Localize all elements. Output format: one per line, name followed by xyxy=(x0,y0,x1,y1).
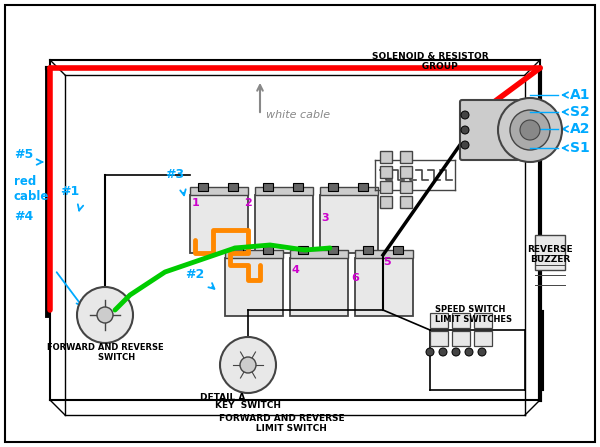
Text: A2: A2 xyxy=(570,122,590,136)
FancyBboxPatch shape xyxy=(460,100,519,160)
Bar xyxy=(298,246,308,254)
Text: DETAIL A: DETAIL A xyxy=(200,393,245,402)
Circle shape xyxy=(452,348,460,356)
Bar xyxy=(233,246,243,254)
Bar xyxy=(263,246,273,254)
Bar xyxy=(255,187,313,195)
Bar xyxy=(452,313,470,328)
Bar xyxy=(363,246,373,254)
Text: REVERSE
BUZZER: REVERSE BUZZER xyxy=(527,245,573,264)
Text: white cable: white cable xyxy=(266,110,330,120)
Bar xyxy=(430,313,448,328)
Text: 1: 1 xyxy=(192,198,200,208)
Circle shape xyxy=(465,348,473,356)
Bar xyxy=(474,313,492,328)
Circle shape xyxy=(520,120,540,140)
Circle shape xyxy=(439,348,447,356)
Bar xyxy=(400,166,412,178)
Bar xyxy=(393,246,403,254)
Bar xyxy=(293,183,303,191)
Text: red
cable: red cable xyxy=(14,175,49,203)
Bar xyxy=(430,331,448,346)
Bar xyxy=(474,331,492,346)
Text: KEY  SWITCH: KEY SWITCH xyxy=(215,401,281,410)
Bar xyxy=(198,183,208,191)
Circle shape xyxy=(461,111,469,119)
Text: 2: 2 xyxy=(244,198,252,208)
Bar xyxy=(355,258,413,316)
Text: 5: 5 xyxy=(383,257,391,267)
Bar xyxy=(328,183,338,191)
Bar xyxy=(358,183,368,191)
Text: 3: 3 xyxy=(321,213,329,223)
Text: #4: #4 xyxy=(14,210,33,223)
Text: SOLENOID & RESISTOR
      GROUP: SOLENOID & RESISTOR GROUP xyxy=(371,52,488,72)
Bar xyxy=(380,151,392,163)
Bar xyxy=(190,187,248,195)
Circle shape xyxy=(240,357,256,373)
Bar xyxy=(400,181,412,193)
Bar xyxy=(228,183,238,191)
Bar xyxy=(255,195,313,253)
Circle shape xyxy=(478,348,486,356)
Bar xyxy=(320,195,378,253)
Text: FORWARD AND REVERSE
        SWITCH: FORWARD AND REVERSE SWITCH xyxy=(47,342,163,362)
Bar xyxy=(328,246,338,254)
Text: 6: 6 xyxy=(351,273,359,283)
Bar xyxy=(380,166,392,178)
Bar xyxy=(190,195,248,253)
Text: FORWARD AND REVERSE
      LIMIT SWITCH: FORWARD AND REVERSE LIMIT SWITCH xyxy=(219,413,345,433)
Bar xyxy=(535,235,565,270)
Bar xyxy=(225,250,283,258)
Circle shape xyxy=(97,307,113,323)
Bar xyxy=(263,183,273,191)
Circle shape xyxy=(426,348,434,356)
Text: 4: 4 xyxy=(291,265,299,275)
Bar xyxy=(355,250,413,258)
Circle shape xyxy=(510,110,550,150)
Bar xyxy=(452,331,470,346)
Bar xyxy=(400,196,412,208)
Text: #1: #1 xyxy=(60,185,79,198)
Text: #2: #2 xyxy=(185,268,205,281)
Text: S2: S2 xyxy=(570,105,590,119)
Text: #3: #3 xyxy=(166,168,185,181)
Text: S1: S1 xyxy=(570,141,590,155)
Bar xyxy=(225,258,283,316)
Circle shape xyxy=(498,98,562,162)
Bar xyxy=(320,187,378,195)
Circle shape xyxy=(461,141,469,149)
Text: A1: A1 xyxy=(570,88,590,102)
Bar xyxy=(380,181,392,193)
Bar xyxy=(380,196,392,208)
Circle shape xyxy=(77,287,133,343)
Bar xyxy=(290,258,348,316)
Circle shape xyxy=(220,337,276,393)
Text: SPEED SWITCH
LIMIT SWITCHES: SPEED SWITCH LIMIT SWITCHES xyxy=(435,305,512,325)
Bar xyxy=(290,250,348,258)
Text: #5: #5 xyxy=(14,148,33,161)
Bar xyxy=(400,151,412,163)
Circle shape xyxy=(461,126,469,134)
